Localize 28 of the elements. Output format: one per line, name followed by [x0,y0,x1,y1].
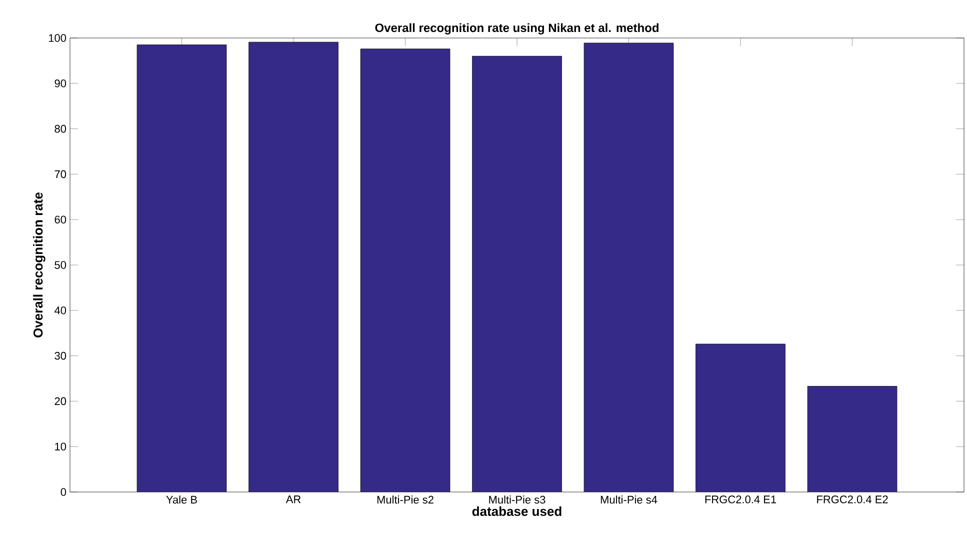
y-tick-label: 60 [54,216,66,224]
x-tick-label: AR [286,496,301,504]
bar [248,42,338,492]
x-tick-label: Multi-Pie s3 [489,496,546,504]
y-tick-label: 50 [54,261,66,269]
bar [360,48,450,492]
y-tick-label: 30 [54,352,66,360]
y-tick-label: 90 [54,79,66,88]
y-tick-label: 40 [54,306,66,314]
bar [472,56,562,492]
x-tick-label: FRGC2.0.4 E2 [817,496,888,504]
bar [584,42,674,492]
y-tick-label: 70 [54,170,66,178]
y-tick-label: 0 [60,488,66,496]
y-tick-label: 10 [55,442,66,450]
y-tick-label: 100 [48,34,66,42]
x-tick-label: FRGC2.0.4 E1 [705,496,776,504]
x-tick-label: Yale B [166,496,197,504]
bar [137,44,226,492]
x-tick-label: Multi-Pie s4 [600,496,658,504]
chart-title: Overall recognition rate using Nikan et al. method [375,23,658,34]
x-tick-label: Multi-Pie s2 [377,496,434,504]
bar [807,386,898,492]
bar [696,344,786,492]
y-tick-label: 20 [54,397,66,406]
y-axis-title: Overall recognition rate [33,192,46,338]
x-axis-title: database used [472,506,562,516]
y-tick-label: 80 [54,124,66,133]
